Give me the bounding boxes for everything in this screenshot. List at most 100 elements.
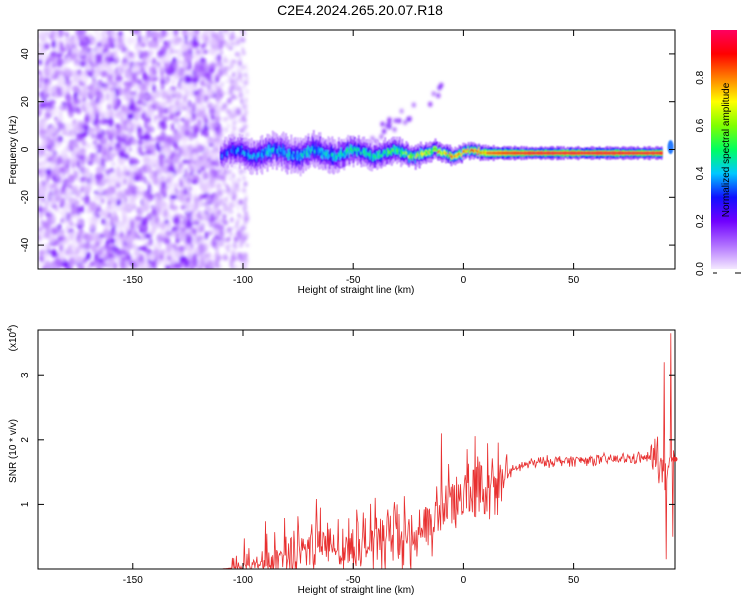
heatmap-cell xyxy=(215,85,221,89)
heatmap-cell xyxy=(191,78,200,83)
heatmap-cell xyxy=(62,261,69,268)
heatmap-cell xyxy=(222,30,229,33)
heatmap-cell xyxy=(101,198,105,204)
heatmap-cell xyxy=(182,75,186,82)
page-title: C2E4.2024.265.20.07.R18 xyxy=(277,2,443,18)
heatmap-cell xyxy=(172,142,176,149)
heatmap-cell xyxy=(73,58,80,65)
heatmap-cell xyxy=(121,95,127,101)
heatmap-cell xyxy=(83,249,88,255)
heatmap-cell xyxy=(243,236,248,240)
heatmap-cell xyxy=(60,104,64,110)
x-tick-label: -150 xyxy=(123,575,143,586)
heatmap-cell xyxy=(54,153,58,159)
heatmap-cell xyxy=(222,202,228,207)
heatmap-cell xyxy=(161,187,169,194)
spectrogram-x-axis-label: Height of straight line (km) xyxy=(298,285,415,296)
heatmap-cell xyxy=(126,99,131,107)
heatmap-cell xyxy=(62,185,67,193)
heatmap-cell xyxy=(158,172,164,178)
heatmap-cell xyxy=(79,164,84,170)
heatmap-cell xyxy=(407,116,412,122)
heatmap-cell xyxy=(46,174,50,183)
heatmap-cell xyxy=(39,170,47,177)
heatmap-cell xyxy=(81,38,88,43)
heatmap-cell xyxy=(78,91,87,99)
heatmap-cell xyxy=(142,156,150,165)
heatmap-band-cell xyxy=(660,152,663,154)
heatmap-cell xyxy=(114,79,123,89)
heatmap-cell xyxy=(38,76,46,83)
heatmap-cell xyxy=(431,91,436,97)
heatmap-cell xyxy=(236,187,241,192)
heatmap-cell xyxy=(106,248,111,255)
heatmap-cell xyxy=(180,214,184,220)
heatmap-cell xyxy=(75,73,80,82)
heatmap-cell xyxy=(133,63,142,73)
heatmap-cell xyxy=(65,186,71,194)
heatmap-cell xyxy=(133,250,140,256)
heatmap-cell xyxy=(167,30,175,38)
heatmap-cell xyxy=(141,139,150,145)
heatmap-cell xyxy=(151,95,156,105)
heatmap-cell xyxy=(239,256,243,263)
heatmap-cell xyxy=(38,129,47,134)
snr-x-axis-label: Height of straight line (km) xyxy=(298,585,415,596)
heatmap-cell xyxy=(176,123,182,130)
heatmap-cell xyxy=(172,60,178,69)
heatmap-cell xyxy=(182,159,188,164)
heatmap-cell xyxy=(80,70,88,80)
heatmap-cell xyxy=(95,144,103,149)
heatmap-cell xyxy=(203,243,208,252)
heatmap-cell xyxy=(126,242,134,250)
y-tick-label: -40 xyxy=(20,237,31,252)
heatmap-cell xyxy=(148,70,154,80)
heatmap-cell xyxy=(183,144,189,150)
heatmap-cell xyxy=(52,204,59,209)
heatmap-cell xyxy=(68,231,75,241)
heatmap-cell xyxy=(98,178,106,187)
heatmap-cell xyxy=(143,122,152,128)
heatmap-cell xyxy=(172,30,179,36)
heatmap-cell xyxy=(176,232,181,237)
heatmap-cell xyxy=(230,31,235,39)
heatmap-cell xyxy=(176,54,181,60)
heatmap-cell xyxy=(134,215,143,221)
heatmap-cell xyxy=(231,265,234,269)
heatmap-cell xyxy=(133,175,140,182)
heatmap-cell xyxy=(187,99,192,108)
heatmap-cell xyxy=(199,47,205,56)
heatmap-cell xyxy=(185,172,191,183)
heatmap-cell xyxy=(161,90,168,100)
heatmap-cell xyxy=(214,235,221,240)
heatmap-cell xyxy=(105,221,110,229)
heatmap-cell xyxy=(143,145,147,150)
heatmap-cell xyxy=(136,100,144,105)
heatmap-cell xyxy=(97,45,103,54)
heatmap-cell xyxy=(58,34,63,39)
heatmap-cell xyxy=(39,197,43,203)
heatmap-cell xyxy=(141,217,149,226)
heatmap-cell xyxy=(45,30,49,37)
heatmap-cell xyxy=(161,236,170,244)
heatmap-cell xyxy=(159,222,167,229)
heatmap-cell xyxy=(150,127,154,133)
heatmap-cell xyxy=(101,111,107,120)
heatmap-cell xyxy=(55,47,60,53)
heatmap-cell xyxy=(73,146,82,152)
heatmap-cell xyxy=(153,31,159,37)
heatmap-cell xyxy=(100,120,105,125)
heatmap-cell xyxy=(226,251,229,255)
heatmap-cell xyxy=(171,37,176,43)
heatmap-cell xyxy=(211,237,216,248)
heatmap-cell xyxy=(112,135,118,145)
heatmap-cell xyxy=(184,129,192,138)
heatmap-cell xyxy=(239,127,245,134)
heatmap-cell xyxy=(145,110,150,118)
heatmap-cell xyxy=(44,157,50,163)
heatmap-cell xyxy=(142,71,148,81)
heatmap-cell xyxy=(204,129,209,138)
heatmap-cell xyxy=(90,261,94,267)
heatmap-noise-layer xyxy=(38,30,444,269)
heatmap-cell xyxy=(123,141,131,147)
